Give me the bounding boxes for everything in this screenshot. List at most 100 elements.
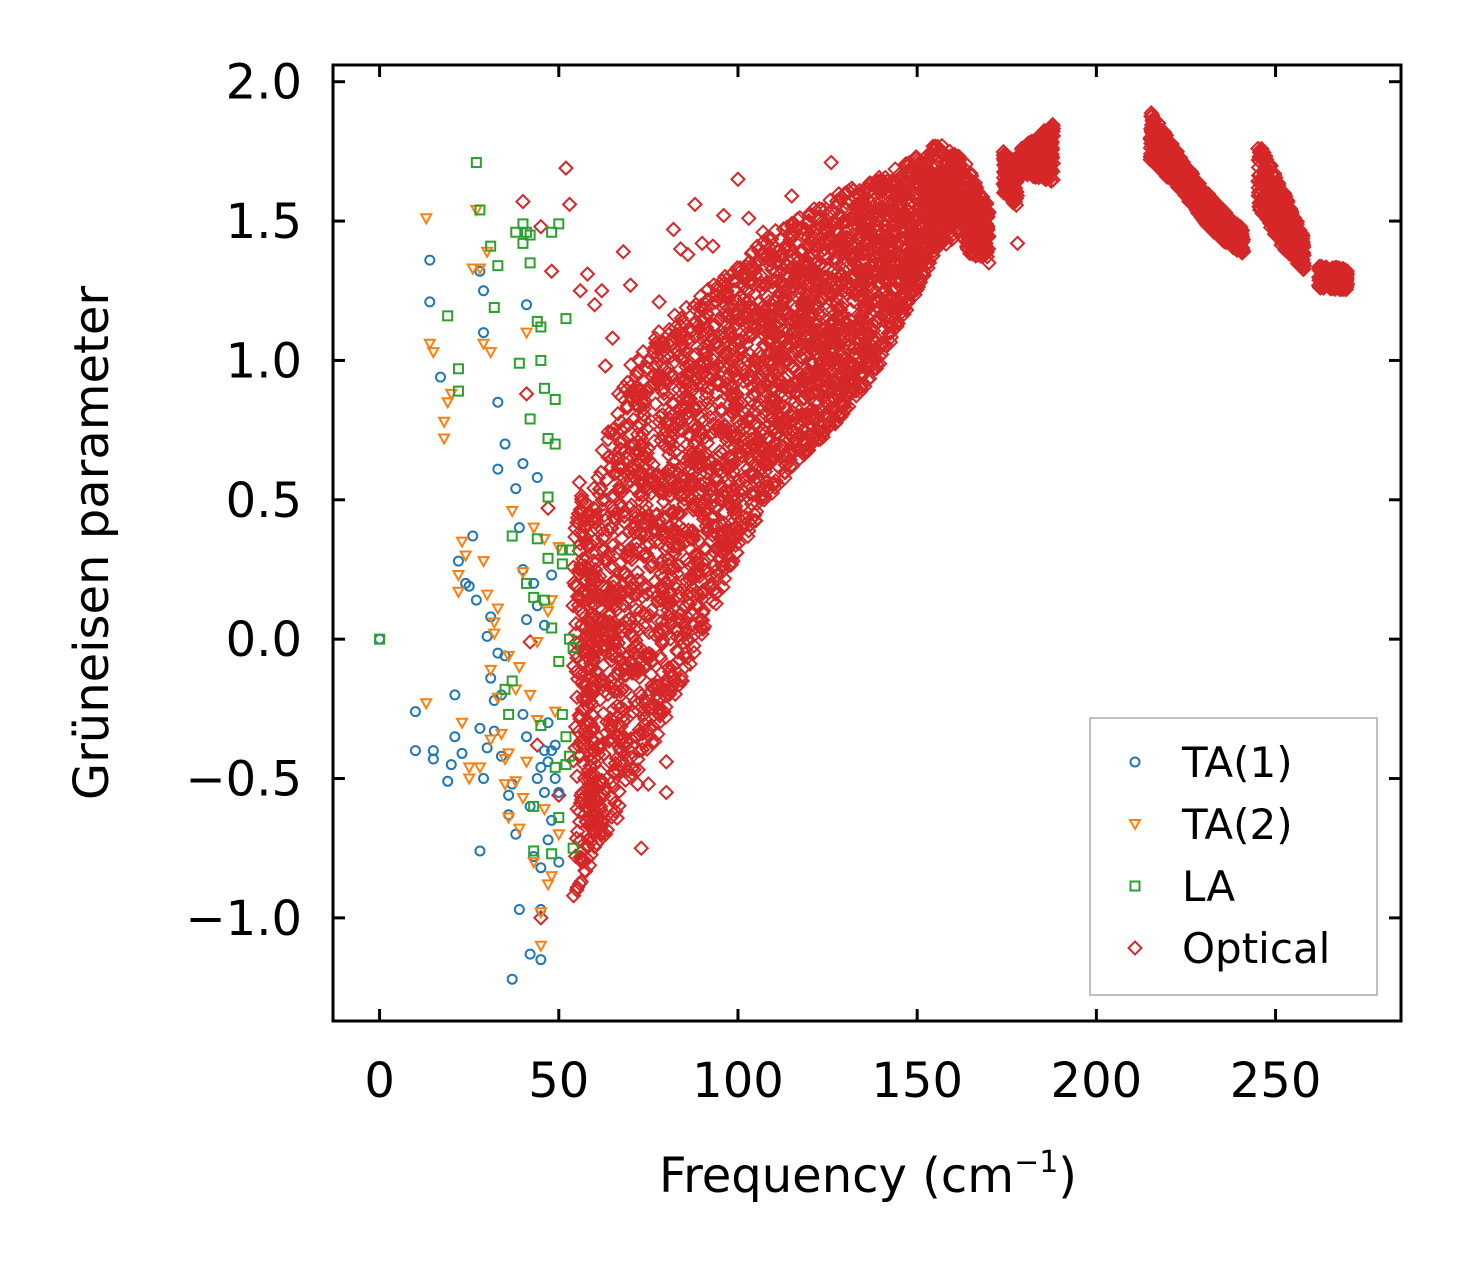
optical-point [717,297,734,314]
optical-point [708,293,725,310]
optical-point [1013,140,1030,157]
optical-point [603,520,620,537]
optical-point [702,497,719,513]
optical-point [881,203,898,220]
optical-point [648,468,665,485]
optical-point [643,602,660,619]
optical-point [689,459,706,476]
optical-point [747,512,764,529]
optical-point [583,667,600,684]
optical-point [651,700,668,717]
optical-point [634,741,651,758]
optical-point [582,566,598,583]
optical-point [747,256,764,273]
optical-point [650,324,667,340]
optical-point [783,423,800,439]
optical-point [691,399,708,415]
optical-point [631,399,648,416]
optical-point [709,541,726,558]
optical-point [784,261,800,278]
optical-point [946,150,963,166]
optical-point [863,347,880,364]
optical-point [581,809,598,825]
optical-point [1001,176,1018,193]
optical-point [718,424,735,441]
optical-point [571,474,588,491]
optical-point [731,312,747,329]
optical-point [717,346,733,362]
optical-point [895,306,912,323]
optical-point [675,478,692,494]
optical-point [678,551,695,568]
optical-point [822,192,839,209]
optical-point [705,329,722,346]
optical-point [863,358,879,375]
optical-point [594,521,610,538]
optical-point [864,295,881,312]
optical-point [617,584,634,600]
optical-point [655,529,672,546]
optical-point [773,275,790,292]
optical-point [610,405,626,422]
optical-point [680,624,697,641]
optical-point [749,238,766,255]
optical-point [940,210,957,227]
optical-point [884,318,901,335]
optical-point [806,340,823,357]
optical-point [1021,144,1037,161]
optical-point [818,287,834,304]
optical-point [1025,161,1042,178]
optical-point [752,425,769,442]
optical-point [727,498,744,515]
optical-point [612,435,629,452]
optical-point [925,189,942,206]
optical-point [637,525,654,542]
optical-point [621,523,638,540]
optical-point [772,384,789,401]
optical-point [665,538,682,555]
optical-point [746,455,763,472]
optical-point [639,741,655,758]
optical-point [630,433,647,450]
optical-point [818,357,835,374]
optical-point [569,801,586,817]
optical-point [661,471,678,488]
optical-point [673,668,690,685]
optical-point [706,492,723,509]
optical-point [582,766,599,783]
optical-point [664,543,681,560]
optical-point [833,265,850,282]
optical-point [788,333,805,350]
data-marks [374,105,1356,985]
optical-point [709,583,726,600]
optical-point [728,368,744,384]
optical-point [623,730,639,747]
optical-point [789,211,806,228]
optical-point [893,259,910,276]
optical-point [1157,141,1174,157]
optical-point [782,231,799,248]
optical-point [744,259,761,276]
optical-point [630,507,646,524]
optical-point [849,333,865,350]
optical-point [761,400,778,417]
optical-point [877,281,893,298]
optical-point [897,183,914,200]
optical-point [626,662,642,678]
optical-point [605,701,621,718]
optical-point [834,317,851,334]
optical-point [590,737,607,754]
optical-point [798,360,815,376]
optical-point [598,724,615,741]
optical-point [655,334,672,351]
optical-point [722,367,739,384]
optical-point [604,592,621,609]
optical-point [760,274,777,291]
optical-point [743,324,760,341]
optical-point [685,531,702,548]
optical-point [599,521,616,538]
optical-point [720,460,737,477]
optical-point [729,259,746,276]
optical-point [713,425,730,441]
optical-point [1007,194,1023,210]
